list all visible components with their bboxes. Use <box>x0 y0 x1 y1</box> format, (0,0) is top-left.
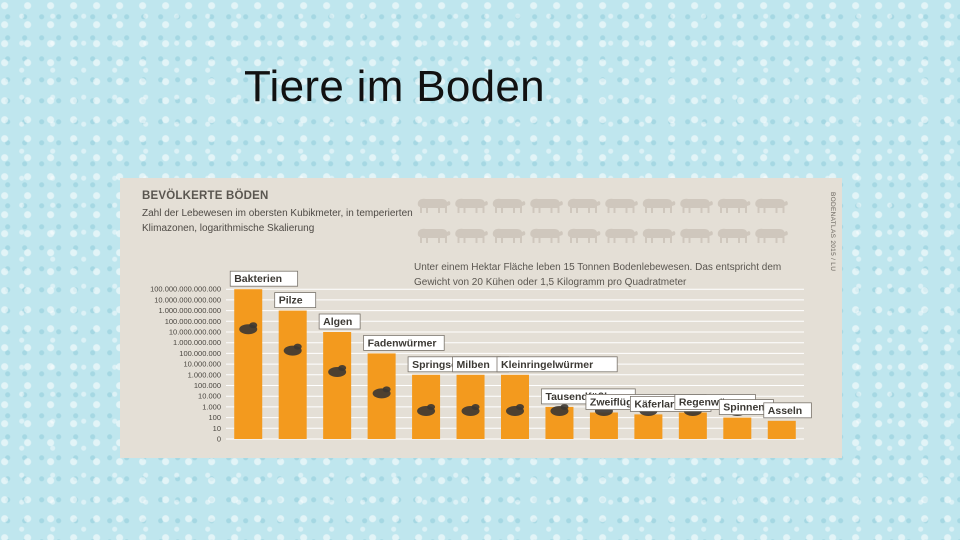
label-box <box>229 270 299 287</box>
bar-labels: BakterienPilzeAlgenFadenwürmerSpringschw… <box>229 270 812 419</box>
cow-icon <box>605 198 638 213</box>
cow-icon <box>530 198 563 213</box>
category-label: Asseln <box>763 402 812 419</box>
bar-9 <box>589 412 618 439</box>
category-label-text: Pilze <box>279 295 303 307</box>
bar-12 <box>723 417 752 439</box>
cow-icon <box>680 198 713 213</box>
label-box <box>496 356 618 373</box>
cow-icon <box>642 198 676 213</box>
cow-icon <box>530 228 563 243</box>
label-box <box>274 292 317 308</box>
cow-icon <box>642 228 676 243</box>
y-tick-label: 1.000.000 <box>188 370 221 379</box>
category-label: Pilze <box>274 292 317 308</box>
organism-head <box>338 365 347 371</box>
category-label-text: Spinnen <box>723 402 764 414</box>
organism-head <box>293 343 302 350</box>
infographic-panel: 0 10 100 1.000 10.000 100.000 1.000.000 10.000.… <box>120 178 842 458</box>
organism-head <box>382 386 391 393</box>
bar-chart: 0101001.00010.000100.0001.000.00010.000.… <box>150 198 812 444</box>
category-label-text: Kleinringelwürmer <box>501 359 593 371</box>
cow-icon <box>680 228 713 243</box>
cow-icon <box>455 228 488 243</box>
cow-icon <box>417 228 451 243</box>
cow-icon <box>717 228 751 243</box>
label-box <box>763 402 812 419</box>
chart-annotation: Unter einem Hektar Fläche leben 15 Tonne… <box>414 262 782 288</box>
cow-herd-icon <box>417 198 788 243</box>
organism-icon <box>328 365 347 377</box>
bar-1 <box>234 289 263 439</box>
y-tick-label: 0 <box>217 435 221 444</box>
y-tick-label: 100.000 <box>194 381 221 390</box>
organism-icon <box>372 386 391 399</box>
category-label-text: Fadenwürmer <box>368 337 437 349</box>
cow-icon <box>755 198 788 213</box>
cow-icon <box>567 228 601 243</box>
organism-icon <box>550 404 569 416</box>
cow-icon <box>567 198 601 213</box>
organism-head <box>249 322 258 329</box>
organism-head <box>560 404 569 410</box>
chart-title: BEVÖLKERTE BÖDEN <box>142 190 269 202</box>
category-label: Bakterien <box>229 270 299 287</box>
category-label: Spinnen <box>718 399 774 416</box>
y-tick-label: 100.000.000 <box>179 349 221 358</box>
category-label: Milben <box>452 356 501 373</box>
cow-icon <box>755 228 788 243</box>
organism-icon <box>239 322 258 335</box>
bar-3 <box>323 332 352 439</box>
category-label-text: Bakterien <box>234 273 282 285</box>
category-label-text: Asseln <box>768 405 802 417</box>
cow-icon <box>492 198 526 213</box>
cow-icon <box>717 198 751 213</box>
y-tick-label: 10.000 <box>198 392 221 401</box>
cow-icon <box>605 228 638 243</box>
category-label-text: Algen <box>323 316 352 328</box>
y-tick-label: 100.000.000.000 <box>165 317 221 326</box>
cow-icon <box>455 198 488 213</box>
organism-icon <box>506 404 524 416</box>
bar-10 <box>634 414 663 439</box>
organism-head <box>516 404 524 410</box>
category-label: Kleinringelwürmer <box>496 356 618 373</box>
category-label-text: Milben <box>457 359 490 371</box>
y-tick-label: 10.000.000.000 <box>169 328 221 337</box>
bar-2 <box>278 310 307 439</box>
organism-icon <box>461 404 480 416</box>
credit-line: BODENATLAS 2015 / LU <box>829 192 836 272</box>
cow-icon <box>492 228 526 243</box>
y-tick-label: 10.000.000.000.000 <box>154 295 221 304</box>
organism-head <box>427 404 436 410</box>
organism-head <box>471 404 480 410</box>
category-label: Fadenwürmer <box>363 334 445 351</box>
y-tick-label: 100 <box>208 413 221 422</box>
organism-icon <box>283 343 302 356</box>
chart-subtitle: Zahl der Lebewesen im obersten Kubikmete… <box>142 208 413 234</box>
label-box <box>363 334 445 351</box>
cow-icon <box>417 198 451 213</box>
label-box <box>318 313 361 330</box>
category-label: Algen <box>318 313 361 330</box>
y-tick-label: 1.000 <box>202 402 221 411</box>
y-tick-label: 10 <box>213 424 221 433</box>
y-tick-label: 1.000.000.000.000 <box>158 306 221 315</box>
organism-icon <box>417 404 436 416</box>
slide-title: Tiere im Boden <box>244 62 545 111</box>
bar-13 <box>767 420 796 439</box>
y-tick-label: 1.000.000.000 <box>173 338 221 347</box>
y-tick-label: 100.000.000.000.000 <box>150 285 221 294</box>
bar-11 <box>678 412 707 439</box>
y-tick-label: 10.000.000 <box>183 360 221 369</box>
